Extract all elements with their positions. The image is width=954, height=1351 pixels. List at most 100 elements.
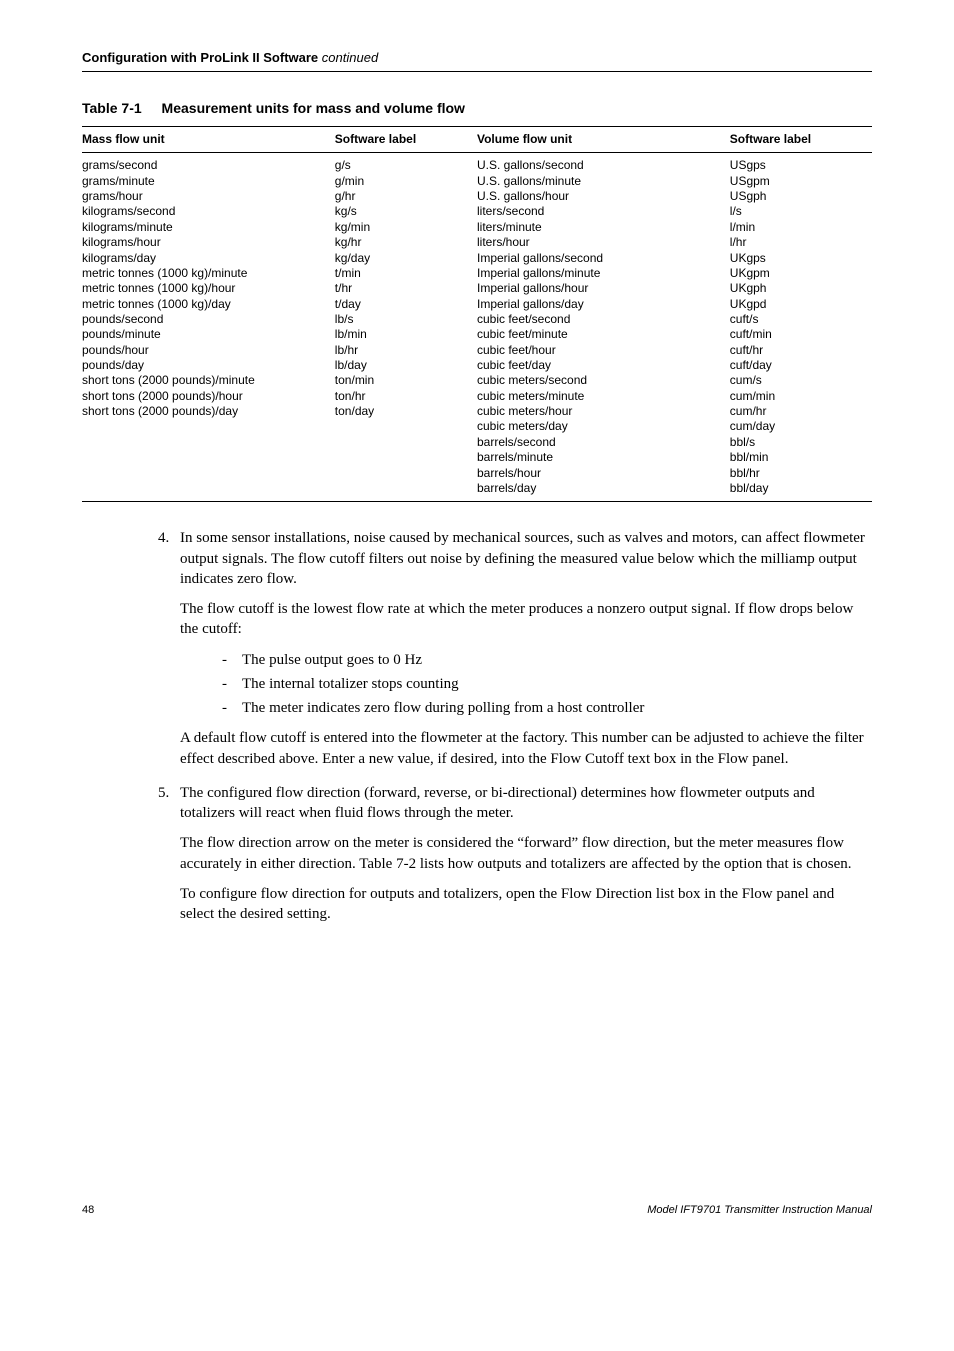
table-header-row: Mass flow unit Software label Volume flo… (82, 127, 872, 153)
body-text: 4. In some sensor installations, noise c… (82, 528, 872, 924)
unit-line: Imperial gallons/hour (477, 281, 726, 296)
unit-line: t/hr (335, 281, 473, 296)
unit-line: pounds/second (82, 312, 331, 327)
unit-line: kg/s (335, 204, 473, 219)
section-header: Configuration with ProLink II Software c… (82, 50, 872, 72)
unit-line: ton/day (335, 404, 473, 419)
unit-line: metric tonnes (1000 kg)/minute (82, 266, 331, 281)
unit-line: lb/s (335, 312, 473, 327)
unit-line: U.S. gallons/hour (477, 189, 726, 204)
unit-line: pounds/day (82, 358, 331, 373)
unit-line: grams/minute (82, 174, 331, 189)
mass-unit-cell: grams/secondgrams/minutegrams/hourkilogr… (82, 153, 335, 502)
doc-title: Model IFT9701 Transmitter Instruction Ma… (647, 1204, 872, 1216)
unit-line: cubic meters/hour (477, 404, 726, 419)
unit-line: Imperial gallons/second (477, 251, 726, 266)
unit-line: cuft/day (730, 358, 868, 373)
unit-line: short tons (2000 pounds)/minute (82, 373, 331, 388)
paragraph: In some sensor installations, noise caus… (180, 528, 872, 589)
unit-line: liters/second (477, 204, 726, 219)
unit-line: USgpm (730, 174, 868, 189)
unit-line: g/s (335, 158, 473, 173)
unit-line: lb/min (335, 327, 473, 342)
table-title: Measurement units for mass and volume fl… (162, 100, 465, 116)
unit-line: kilograms/hour (82, 235, 331, 250)
unit-line: ton/min (335, 373, 473, 388)
unit-line: l/hr (730, 235, 868, 250)
unit-line: metric tonnes (1000 kg)/day (82, 297, 331, 312)
paragraph: The flow cutoff is the lowest flow rate … (180, 599, 872, 640)
unit-line: short tons (2000 pounds)/day (82, 404, 331, 419)
unit-line: bbl/hr (730, 466, 868, 481)
mass-label-cell: g/sg/ming/hrkg/skg/minkg/hrkg/dayt/mint/… (335, 153, 477, 502)
unit-line: UKgps (730, 251, 868, 266)
paragraph: To configure flow direction for outputs … (180, 884, 872, 925)
unit-line: kilograms/minute (82, 220, 331, 235)
unit-line: barrels/minute (477, 450, 726, 465)
dash-list: The pulse output goes to 0 Hz The intern… (180, 650, 872, 719)
unit-line: pounds/hour (82, 343, 331, 358)
unit-line: cuft/s (730, 312, 868, 327)
unit-line: cubic feet/minute (477, 327, 726, 342)
col-mass-label: Software label (335, 127, 477, 153)
section-continued: continued (322, 50, 378, 65)
unit-line: barrels/second (477, 435, 726, 450)
unit-line: Imperial gallons/minute (477, 266, 726, 281)
section-title: Configuration with ProLink II Software (82, 50, 318, 65)
col-volume-unit: Volume flow unit (477, 127, 730, 153)
unit-line: kilograms/second (82, 204, 331, 219)
unit-line: t/min (335, 266, 473, 281)
paragraph: The flow direction arrow on the meter is… (180, 833, 872, 874)
dash-item: The pulse output goes to 0 Hz (222, 650, 872, 670)
table-row: grams/secondgrams/minutegrams/hourkilogr… (82, 153, 872, 502)
unit-line: UKgph (730, 281, 868, 296)
volume-unit-cell: U.S. gallons/secondU.S. gallons/minuteU.… (477, 153, 730, 502)
list-item-5: 5. The configured flow direction (forwar… (158, 783, 872, 925)
unit-line: t/day (335, 297, 473, 312)
unit-line: USgps (730, 158, 868, 173)
unit-line: kg/hr (335, 235, 473, 250)
unit-line: pounds/minute (82, 327, 331, 342)
unit-line: kg/min (335, 220, 473, 235)
unit-line: bbl/day (730, 481, 868, 496)
unit-line: bbl/s (730, 435, 868, 450)
unit-line: cubic feet/day (477, 358, 726, 373)
unit-line: cuft/hr (730, 343, 868, 358)
unit-line: l/s (730, 204, 868, 219)
unit-line: grams/second (82, 158, 331, 173)
unit-line: cubic meters/minute (477, 389, 726, 404)
col-volume-label: Software label (730, 127, 872, 153)
unit-line: l/min (730, 220, 868, 235)
unit-line: lb/day (335, 358, 473, 373)
unit-line: bbl/min (730, 450, 868, 465)
units-table: Mass flow unit Software label Volume flo… (82, 126, 872, 502)
paragraph: A default flow cutoff is entered into th… (180, 728, 872, 769)
unit-line: liters/hour (477, 235, 726, 250)
unit-line: cubic meters/second (477, 373, 726, 388)
paragraph: The configured flow direction (forward, … (180, 783, 872, 824)
unit-line: USgph (730, 189, 868, 204)
unit-line: grams/hour (82, 189, 331, 204)
unit-line: cubic meters/day (477, 419, 726, 434)
unit-line: lb/hr (335, 343, 473, 358)
unit-line: cum/s (730, 373, 868, 388)
table-caption: Table 7-1 Measurement units for mass and… (82, 100, 872, 116)
unit-line: cum/day (730, 419, 868, 434)
unit-line: barrels/day (477, 481, 726, 496)
table-number: Table 7-1 (82, 100, 142, 116)
col-mass-unit: Mass flow unit (82, 127, 335, 153)
list-number: 4. (158, 528, 169, 548)
unit-line: UKgpm (730, 266, 868, 281)
list-number: 5. (158, 783, 169, 803)
unit-line: cuft/min (730, 327, 868, 342)
unit-line: g/min (335, 174, 473, 189)
dash-item: The internal totalizer stops counting (222, 674, 872, 694)
unit-line: barrels/hour (477, 466, 726, 481)
unit-line: kg/day (335, 251, 473, 266)
unit-line: g/hr (335, 189, 473, 204)
dash-item: The meter indicates zero flow during pol… (222, 698, 872, 718)
unit-line: UKgpd (730, 297, 868, 312)
unit-line: ton/hr (335, 389, 473, 404)
unit-line: liters/minute (477, 220, 726, 235)
unit-line: U.S. gallons/second (477, 158, 726, 173)
